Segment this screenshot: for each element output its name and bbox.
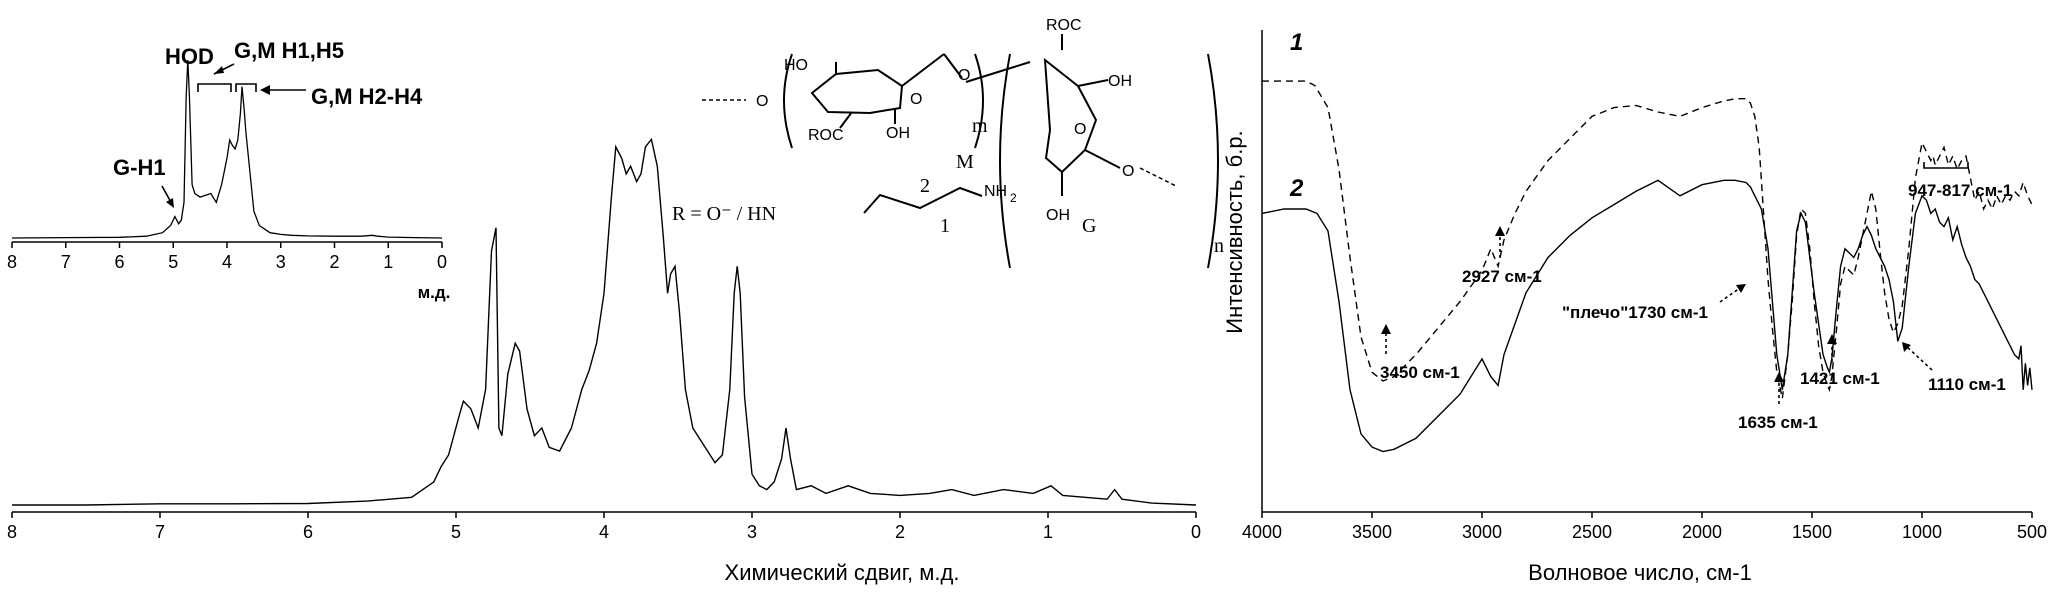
chemical-structure — [702, 34, 1219, 269]
structure-sub-n: n — [1214, 235, 1224, 257]
nmr-main-x-axis-label: Химический сдвиг, м.д. — [725, 560, 960, 585]
nmr-inset-tick-label: 1 — [383, 252, 393, 272]
ir-annotation-3450: 3450 см-1 — [1380, 363, 1460, 382]
structure-o-link-2: O — [958, 67, 970, 84]
bond-ring-g-oh — [1077, 79, 1109, 87]
structure-roc-2: ROC — [1046, 17, 1082, 34]
nmr-inset-ticks: 8 7 6 5 4 3 2 1 0 — [7, 242, 447, 272]
nmr-inset-tick-label: 8 — [7, 252, 17, 272]
ir-series-2-label: 2 — [1289, 175, 1304, 202]
ir-annotation-1110: 1110 см-1 — [1928, 375, 2006, 394]
nmr-main-tick-label: 5 — [451, 522, 461, 542]
paren-m-right — [974, 53, 984, 149]
ir-y-axis-label: Интенсивность, б.р. — [1222, 130, 1247, 333]
nmr-inset-spectrum-line — [11, 59, 443, 239]
ring-g — [1043, 57, 1098, 174]
annotation-g-h1: G-H1 — [113, 155, 166, 180]
structure-sub-m: m — [972, 115, 988, 137]
paren-m-left — [783, 53, 793, 149]
nmr-inset-tick-label: 0 — [437, 252, 447, 272]
nmr-main-tick-label: 3 — [747, 522, 757, 542]
nmr-inset-tick-label: 7 — [61, 252, 71, 272]
bracket-h1-h5 — [197, 83, 232, 92]
nmr-main-tick-label: 4 — [599, 522, 609, 542]
nmr-main-tick-label: 6 — [303, 522, 313, 542]
nmr-main-tick-label: 2 — [895, 522, 905, 542]
nmr-inset-x-axis-label: м.д. — [418, 283, 451, 302]
annotation-gm-h2-h4: G,M H2-H4 — [311, 84, 423, 109]
ir-tick-label: 1000 — [1902, 522, 1942, 542]
paren-n-right — [1207, 53, 1219, 269]
nmr-inset-tick-label: 6 — [114, 252, 124, 272]
nmr-inset-tick-label: 5 — [168, 252, 178, 272]
ir-ticks: 4000 3500 3000 2500 2000 1500 1000 500 — [1242, 512, 2047, 542]
structure-label-m: M — [956, 151, 974, 173]
bond-link-o2 — [965, 61, 1031, 83]
nmr-main-tick-label: 1 — [1043, 522, 1053, 542]
arrow-h2-h4-head — [260, 85, 270, 95]
ir-tick-label: 3000 — [1462, 522, 1502, 542]
structure-o-link-1: O — [756, 93, 768, 110]
nmr-main-ticks: 8 7 6 5 4 3 2 1 0 — [7, 512, 1201, 542]
ir-annotation-1421: 1421 см-1 — [1800, 369, 1880, 388]
ir-annotation-1730: "плечо"1730 см-1 — [1562, 303, 1708, 322]
ring-m — [810, 68, 904, 115]
paren-n-left — [999, 53, 1011, 269]
ir-tick-label: 500 — [2017, 522, 2047, 542]
amine-chain — [863, 186, 983, 214]
ir-tick-label: 2500 — [1572, 522, 1612, 542]
ir-series-1-line — [1262, 80, 2033, 399]
ir-tick-label: 4000 — [1242, 522, 1282, 542]
bond-ring-m-link — [901, 53, 945, 87]
structure-oh-3: OH — [1046, 207, 1070, 224]
ir-annotation-947-817: 947-817 см-1 — [1908, 181, 2012, 200]
ir-annotation-arrowheads — [1381, 226, 1911, 382]
bond-ring-m-roc — [839, 111, 853, 129]
nmr-inset-tick-label: 4 — [222, 252, 232, 272]
annotation-gm-h1-h5: G,M H1,H5 — [234, 38, 344, 63]
ir-panel: 4000 3500 3000 2500 2000 1500 1000 500 Волновое… — [1222, 29, 2047, 585]
structure-nh2-sub: 2 — [1010, 191, 1017, 205]
arrow-h1-h5-head — [214, 66, 224, 74]
ir-series-1-label: 1 — [1290, 29, 1303, 56]
bracket-h2-h4 — [235, 83, 257, 92]
ir-tick-label: 3500 — [1352, 522, 1392, 542]
ir-annotation-2927: 2927 см-1 — [1462, 267, 1542, 286]
structure-nh2: NH — [984, 183, 1007, 200]
structure-substituent: R = O⁻ / HN — [672, 203, 776, 225]
structure-oh-2: OH — [1108, 73, 1132, 90]
structure-oh-1: OH — [886, 125, 910, 142]
nmr-main-tick-label: 7 — [155, 522, 165, 542]
structure-label-g: G — [1082, 215, 1096, 237]
nmr-inset-tick-label: 3 — [276, 252, 286, 272]
ir-annotation-1635: 1635 см-1 — [1738, 413, 1818, 432]
nmr-main-tick-label: 8 — [7, 522, 17, 542]
chemical-structure-labels: HO O O ROC OH m O ROC OH O O OH G n R = … — [672, 17, 1224, 257]
arrow-g-h1-head — [166, 198, 174, 208]
nmr-inset-tick-label: 2 — [329, 252, 339, 272]
structure-o-ring-2: O — [1074, 121, 1086, 138]
structure-o-link-3: O — [1122, 163, 1134, 180]
structure-label-2: 2 — [920, 175, 930, 197]
nmr-inset-panel: 8 7 6 5 4 3 2 1 0 м.д. HOD G,M H1,H5 G,M H2-H4 G… — [7, 38, 450, 302]
ir-tick-label: 2000 — [1682, 522, 1722, 542]
structure-label-1: 1 — [940, 215, 950, 237]
structure-roc-1: ROC — [808, 127, 844, 144]
structure-dash-right — [1139, 167, 1177, 187]
annotation-hod: HOD — [165, 44, 214, 69]
bond-ring-g-o — [1084, 149, 1121, 169]
structure-o-ring-1: O — [910, 91, 922, 108]
bond-link-o — [943, 53, 963, 79]
ir-x-axis-label: Волновое число, см-1 — [1528, 560, 1752, 585]
nmr-main-spectrum-line — [12, 137, 1197, 506]
nmr-main-tick-label: 0 — [1191, 522, 1201, 542]
ir-tick-label: 1500 — [1792, 522, 1832, 542]
structure-ho: HO — [784, 57, 808, 74]
ir-series-2-line — [1261, 179, 2033, 453]
